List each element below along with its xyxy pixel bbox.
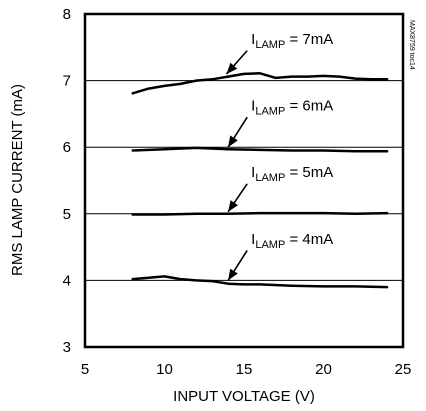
x-tick-label: 10 (156, 361, 173, 378)
annotation-arrowhead-0 (226, 62, 238, 74)
annotation-base: I (251, 98, 255, 115)
series-line-0 (131, 72, 389, 95)
annotation-label-3: ILAMP = 4mA (251, 231, 333, 251)
annotation-base: I (251, 31, 255, 48)
grid-lines (85, 80, 403, 281)
x-axis-title: INPUT VOLTAGE (V) (173, 388, 315, 405)
annotation-suffix: = 6mA (285, 98, 333, 115)
y-tick-label: 4 (63, 272, 71, 289)
annotation-base: I (251, 164, 255, 181)
series-lines (131, 72, 389, 289)
annotation-sub: LAMP (255, 39, 285, 51)
annotation-sub: LAMP (255, 239, 285, 251)
annotation-label-1: ILAMP = 6mA (251, 98, 333, 118)
x-tick-label: 15 (236, 361, 253, 378)
y-tick-label: 5 (63, 206, 71, 223)
y-tick-label: 7 (63, 73, 71, 90)
x-tick-label: 20 (315, 361, 332, 378)
y-axis-title: RMS LAMP CURRENT (mA) (9, 84, 26, 276)
annotation-suffix: = 7mA (285, 31, 333, 48)
annotation-arrows (225, 50, 248, 281)
y-tick-labels: 3 4 5 6 7 8 (63, 6, 71, 356)
annotation-base: I (251, 231, 255, 248)
series-line-2 (131, 211, 389, 216)
series-line-3 (131, 275, 389, 289)
plot-frame (83, 12, 405, 349)
series-line-1 (131, 146, 389, 153)
x-tick-label: 5 (81, 361, 89, 378)
x-tick-label: 25 (395, 361, 412, 378)
annotation-arrowhead-3 (228, 268, 238, 281)
annotation-arrowhead-2 (228, 200, 239, 212)
figure-code: MAX8759 toc14 (408, 20, 415, 70)
annotation-arrowhead-1 (228, 135, 238, 148)
annotation-suffix: = 5mA (285, 164, 333, 181)
y-tick-label: 6 (63, 139, 71, 156)
x-tick-labels: 5 10 15 20 25 (81, 361, 412, 378)
y-tick-label: 3 (63, 339, 71, 356)
annotation-suffix: = 4mA (285, 231, 333, 248)
annotation-sub: LAMP (255, 172, 285, 184)
annotation-label-0: ILAMP = 7mA (251, 31, 333, 51)
annotation-label-2: ILAMP = 5mA (251, 164, 333, 184)
annotation-sub: LAMP (255, 106, 285, 118)
y-tick-label: 8 (63, 6, 71, 23)
